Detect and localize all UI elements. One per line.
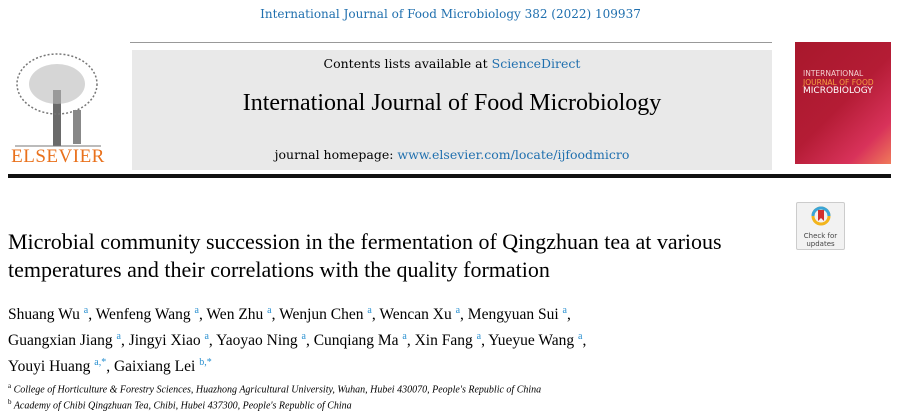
author-name[interactable]: Jingyi Xiao [128, 332, 201, 350]
author-affiliation-mark[interactable]: a [476, 331, 482, 343]
author-name[interactable]: Yueyue Wang [488, 332, 575, 350]
author-name[interactable]: Shuang Wu [8, 306, 80, 324]
author-affiliation-mark[interactable]: a [562, 305, 567, 316]
article-heading: Microbial community succession in the fe… [8, 228, 778, 378]
affiliation: a College of Horticulture & Forestry Sci… [8, 382, 541, 395]
author-affiliation-mark[interactable]: a [301, 331, 306, 343]
author-name[interactable]: Cunqiang Ma [313, 332, 399, 350]
author-affiliation-mark[interactable]: a [194, 305, 199, 316]
author-affiliation-mark[interactable]: b,* [199, 357, 212, 369]
badge-label: Check for [803, 232, 838, 240]
homepage-link[interactable]: www.elsevier.com/locate/ijfoodmicro [397, 147, 630, 162]
author-name[interactable]: Gaixiang Lei [113, 358, 196, 376]
author-list: Shuang Wu a, Wenfeng Wang a, Wen Zhu a, … [8, 305, 587, 376]
cover-line: JOURNAL OF FOOD [803, 78, 874, 87]
cover-line: INTERNATIONAL [803, 69, 864, 78]
author-affiliation-mark[interactable]: a [367, 305, 372, 316]
affiliation: b Academy of Chibi Qingzhuan Tea, Chibi,… [8, 398, 352, 411]
author-name[interactable]: Guangxian Jiang [8, 332, 113, 350]
author-affiliation-mark[interactable]: a [455, 305, 461, 316]
author-name[interactable]: Xin Fang [414, 332, 473, 350]
author-name[interactable]: Wen Zhu [206, 306, 264, 324]
journal-banner: Contents lists available at ScienceDirec… [132, 50, 772, 170]
affiliation-mark: b [8, 398, 12, 406]
journal-cover[interactable]: INTERNATIONAL JOURNAL OF FOOD MICROBIOLO… [795, 42, 891, 164]
article-title: Microbial community succession in the fe… [8, 229, 722, 282]
journal-citation[interactable]: International Journal of Food Microbiolo… [260, 7, 641, 21]
author-name[interactable]: Youyi Huang [8, 358, 91, 376]
author-affiliation-mark[interactable]: a,* [94, 357, 107, 369]
author-affiliation-mark[interactable]: a [204, 331, 209, 343]
crossmark-icon [811, 206, 830, 226]
elsevier-wordmark: ELSEVIER [11, 146, 105, 167]
author-name[interactable]: Wenjun Chen [279, 306, 364, 324]
check-for-updates-button[interactable]: Check for updates [796, 202, 845, 250]
contents-line: Contents lists available at ScienceDirec… [132, 56, 772, 71]
affiliation-text: College of Horticulture & Forestry Scien… [13, 384, 542, 396]
author-affiliation-mark[interactable]: a [402, 331, 407, 343]
sciencedirect-link[interactable]: ScienceDirect [491, 56, 581, 71]
header-rule [8, 174, 891, 178]
author-affiliation-mark[interactable]: a [577, 331, 583, 343]
author-affiliation-mark[interactable]: a [116, 331, 121, 343]
divider [130, 42, 772, 43]
elsevier-logo[interactable]: ELSEVIER [5, 50, 111, 168]
affiliation-mark: a [8, 382, 12, 390]
journal-name: International Journal of Food Microbiolo… [242, 90, 662, 116]
homepage-line: journal homepage: www.elsevier.com/locat… [132, 147, 772, 162]
homepage-prefix: journal homepage: [274, 147, 398, 162]
author-name[interactable]: Mengyuan Sui [467, 306, 559, 324]
author-name[interactable]: Yaoyao Ning [216, 332, 298, 350]
tree-icon [15, 53, 101, 147]
affiliation-text: Academy of Chibi Qingzhuan Tea, Chibi, H… [13, 400, 352, 412]
cover-line: MICROBIOLOGY [803, 86, 873, 96]
author-affiliation-mark[interactable]: a [83, 305, 89, 316]
author-name[interactable]: Wenfeng Wang [95, 306, 191, 324]
author-name[interactable]: Wencan Xu [379, 306, 452, 324]
cover-title: INTERNATIONAL JOURNAL OF FOOD MICROBIOLO… [803, 69, 874, 96]
contents-prefix: Contents lists available at [323, 56, 492, 71]
author-affiliation-mark[interactable]: a [267, 305, 272, 316]
badge-label: updates [806, 240, 835, 248]
